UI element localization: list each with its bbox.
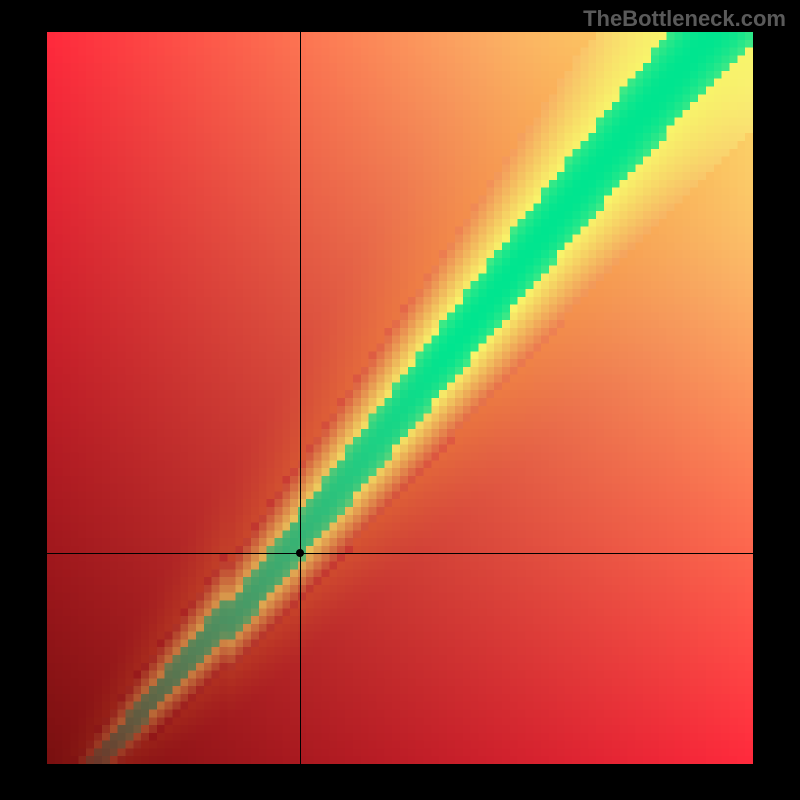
operating-point-marker [296,549,304,557]
crosshair-vertical [300,32,301,764]
crosshair-horizontal [47,553,753,554]
root-container: TheBottleneck.com [0,0,800,800]
watermark-text: TheBottleneck.com [583,6,786,32]
bottleneck-heatmap [47,32,753,764]
